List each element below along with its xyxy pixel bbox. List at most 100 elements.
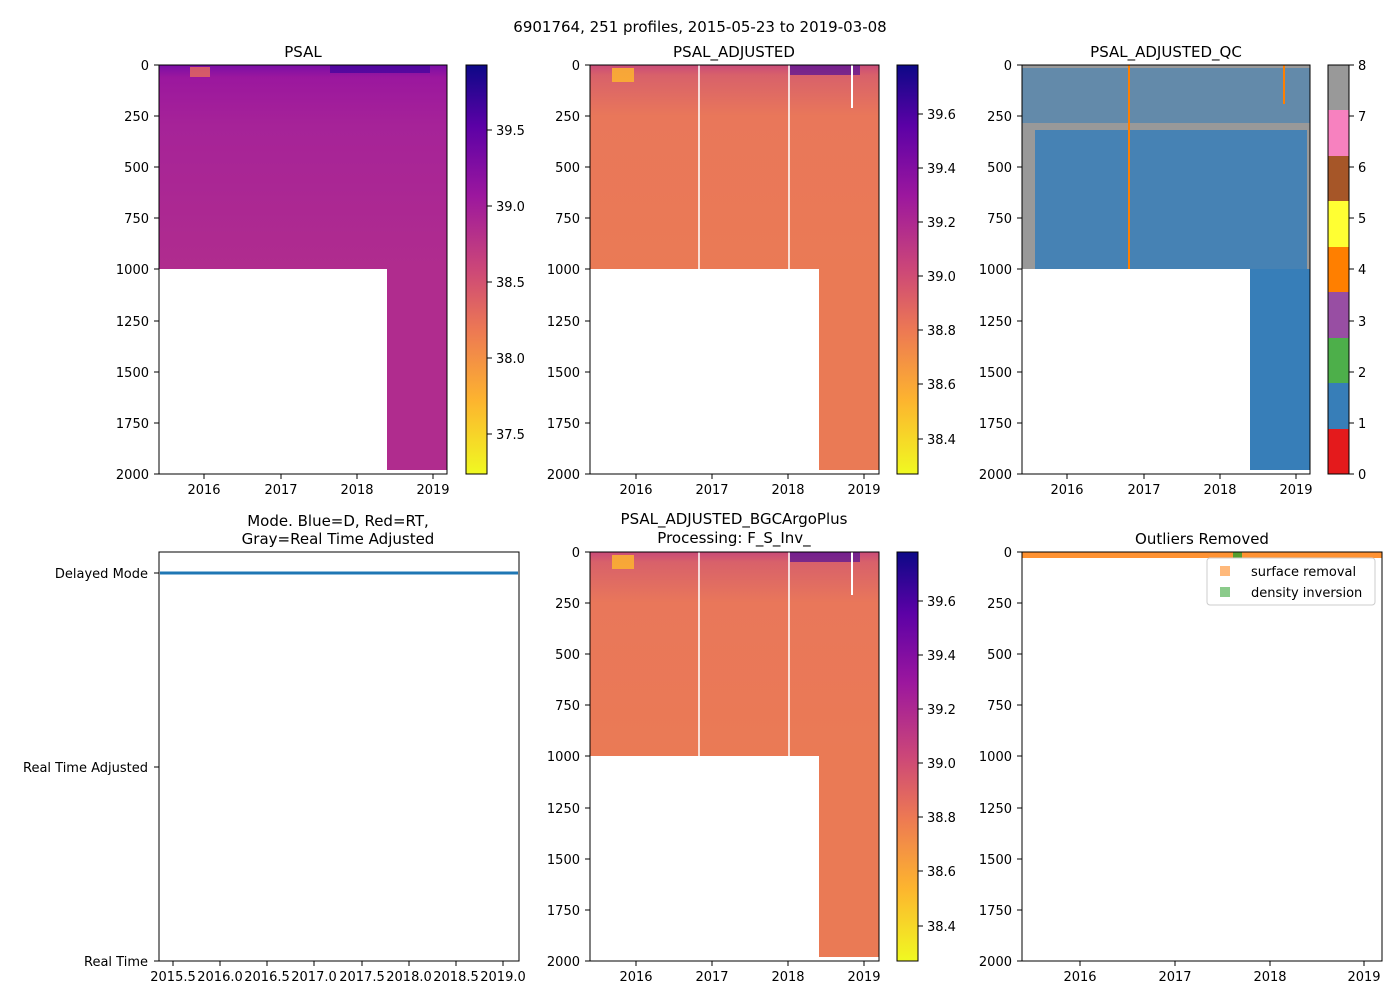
- xtick-label: 2015.5: [150, 970, 196, 985]
- panel-mode-title: Mode. Blue=D, Red=RT,: [247, 512, 429, 530]
- qc-colorbar: 0 1 2 3 4 5 6 7 8: [1327, 59, 1366, 483]
- x-ticks: 2016 2017 2018 2019: [187, 474, 450, 498]
- colorbar-tick-label: 38.4: [927, 920, 956, 935]
- xtick-label: 2019.0: [480, 970, 526, 985]
- bgc-upper-block: [590, 552, 879, 756]
- ytick-label: 500: [555, 161, 580, 176]
- xtick-label: 2018: [771, 483, 804, 498]
- ytick-label: 1250: [979, 315, 1012, 330]
- xtick-label: 2019: [416, 483, 449, 498]
- colorbar-tick-label: 39.6: [927, 595, 956, 610]
- qc-colorbar-segment-4: [1328, 247, 1349, 292]
- colorbar-tick-label: 6: [1358, 161, 1366, 176]
- qc-colorbar-segment-0: [1328, 429, 1349, 474]
- panel-psal-adjusted: PSAL_ADJUSTED 0 250 500 750 1000 1250 15…: [547, 43, 956, 498]
- panel-outliers: Outliers Removed surface removal density…: [979, 530, 1383, 985]
- axes-frame: [158, 551, 520, 962]
- ytick-label: 2000: [547, 955, 580, 970]
- ytick-label: 1500: [979, 366, 1012, 381]
- colorbar: 38.4 38.6 38.8 39.0 39.2 39.4 39.6: [896, 64, 956, 475]
- ytick-label: 1000: [116, 263, 149, 278]
- colorbar-tick-label: 39.4: [927, 649, 956, 664]
- xtick-label: 2017.5: [339, 970, 385, 985]
- colorbar-tick-label: 39.2: [927, 216, 956, 231]
- ytick-label: 750: [555, 699, 580, 714]
- colorbar-tick-label: 3: [1358, 315, 1366, 330]
- ytick-label: 1250: [116, 315, 149, 330]
- x-ticks: 2016 2017 2018 2019: [619, 961, 881, 985]
- xtick-label: 2017: [695, 970, 728, 985]
- qc-colorbar-segment-6: [1328, 156, 1349, 201]
- xtick-label: 2019: [847, 483, 880, 498]
- ytick-label: 500: [555, 648, 580, 663]
- ytick-label: 250: [987, 110, 1012, 125]
- figure-suptitle: 6901764, 251 profiles, 2015-05-23 to 201…: [513, 18, 886, 36]
- psal-deep-block: [387, 269, 447, 470]
- ytick-label: 2000: [116, 468, 149, 483]
- bgc-surface-dark-band: [790, 552, 860, 562]
- adjusted-deep-block: [819, 269, 879, 470]
- ytick-label: 1000: [979, 263, 1012, 278]
- colorbar-tick-label: 5: [1358, 212, 1366, 227]
- ytick-label: 1000: [547, 750, 580, 765]
- legend-label: density inversion: [1251, 586, 1362, 601]
- qc-flag1-mid: [1035, 130, 1307, 269]
- panel-psal-adjusted-qc: PSAL_ADJUSTED_QC 0 250 500 750 1000 1250…: [979, 43, 1366, 498]
- colorbar-tick-label: 38.8: [927, 811, 956, 826]
- legend: surface removal density inversion: [1206, 557, 1376, 606]
- ytick-label: Delayed Mode: [55, 567, 148, 582]
- y-ticks: 0 250 500 750 1000 1250 1500 1750 2000: [547, 59, 590, 483]
- xtick-label: 2016: [187, 483, 220, 498]
- colorbar-tick-label: 1: [1358, 417, 1366, 432]
- colorbar-tick-label: 38.6: [927, 865, 956, 880]
- xtick-label: 2017: [1127, 483, 1160, 498]
- colorbar-tick-label: 38.5: [496, 276, 525, 291]
- xtick-label: 2017.0: [291, 970, 337, 985]
- ytick-label: 750: [987, 699, 1012, 714]
- ytick-label: 1250: [547, 802, 580, 817]
- y-ticks: 0 250 500 750 1000 1250 1500 1750 2000: [547, 546, 590, 970]
- qc-colorbar-segment-2: [1328, 338, 1349, 383]
- panel-outliers-title: Outliers Removed: [1135, 530, 1269, 548]
- panel-psal-adjusted-title: PSAL_ADJUSTED: [673, 43, 795, 62]
- xtick-label: 2016.0: [197, 970, 243, 985]
- ytick-label: 1000: [979, 750, 1012, 765]
- heatmap-bgc-field: [590, 552, 879, 957]
- heatmap-psal-adjusted-field: [590, 65, 879, 470]
- colorbar-tick-label: 39.4: [927, 162, 956, 177]
- colorbar-tick-label: 7: [1358, 110, 1366, 125]
- panel-psal-title: PSAL: [284, 43, 322, 61]
- colorbar-tick-label: 2: [1358, 366, 1366, 381]
- ytick-label: 1750: [979, 417, 1012, 432]
- colorbar-tick-label: 39.0: [927, 270, 956, 285]
- qc-colorbar-segment-7: [1328, 110, 1349, 156]
- y-ticks: 0 250 500 750 1000 1250 1500 1750 2000: [979, 546, 1022, 970]
- qc-flag1-deep: [1250, 269, 1310, 470]
- y-ticks: Delayed Mode Real Time Adjusted Real Tim…: [23, 567, 159, 970]
- colorbar-tick-label: 0: [1358, 468, 1366, 483]
- colorbar-tick-label: 38.6: [927, 378, 956, 393]
- ytick-label: Real Time: [84, 955, 148, 970]
- ytick-label: 250: [987, 597, 1012, 612]
- ytick-label: 2000: [979, 955, 1012, 970]
- xtick-label: 2016: [1063, 970, 1096, 985]
- ytick-label: 1500: [547, 366, 580, 381]
- colorbar-gradient: [465, 64, 488, 475]
- qc-colorbar-segment-3: [1328, 292, 1349, 338]
- surface-removal-band: [1022, 552, 1382, 558]
- ytick-label: 0: [141, 59, 149, 74]
- xtick-label: 2018: [340, 483, 373, 498]
- ytick-label: 0: [1004, 59, 1012, 74]
- density-inversion-marker: [1233, 552, 1242, 558]
- panel-bgc-title-line2: Processing: F_S_Inv_: [657, 529, 811, 548]
- axes-frame: [1021, 551, 1383, 962]
- psal-fresh-surface-patch: [190, 67, 210, 77]
- bgc-fresh-surface-patch: [612, 555, 634, 569]
- colorbar-gradient: [896, 551, 919, 962]
- ytick-label: 1250: [547, 315, 580, 330]
- ytick-label: 1750: [547, 904, 580, 919]
- qc-colorbar-segment-1: [1328, 383, 1349, 429]
- colorbar-tick-label: 39.0: [927, 757, 956, 772]
- panel-psal: PSAL 0 250 500 750 1000 1250 1500 1750 2…: [116, 43, 525, 498]
- ytick-label: 750: [987, 212, 1012, 227]
